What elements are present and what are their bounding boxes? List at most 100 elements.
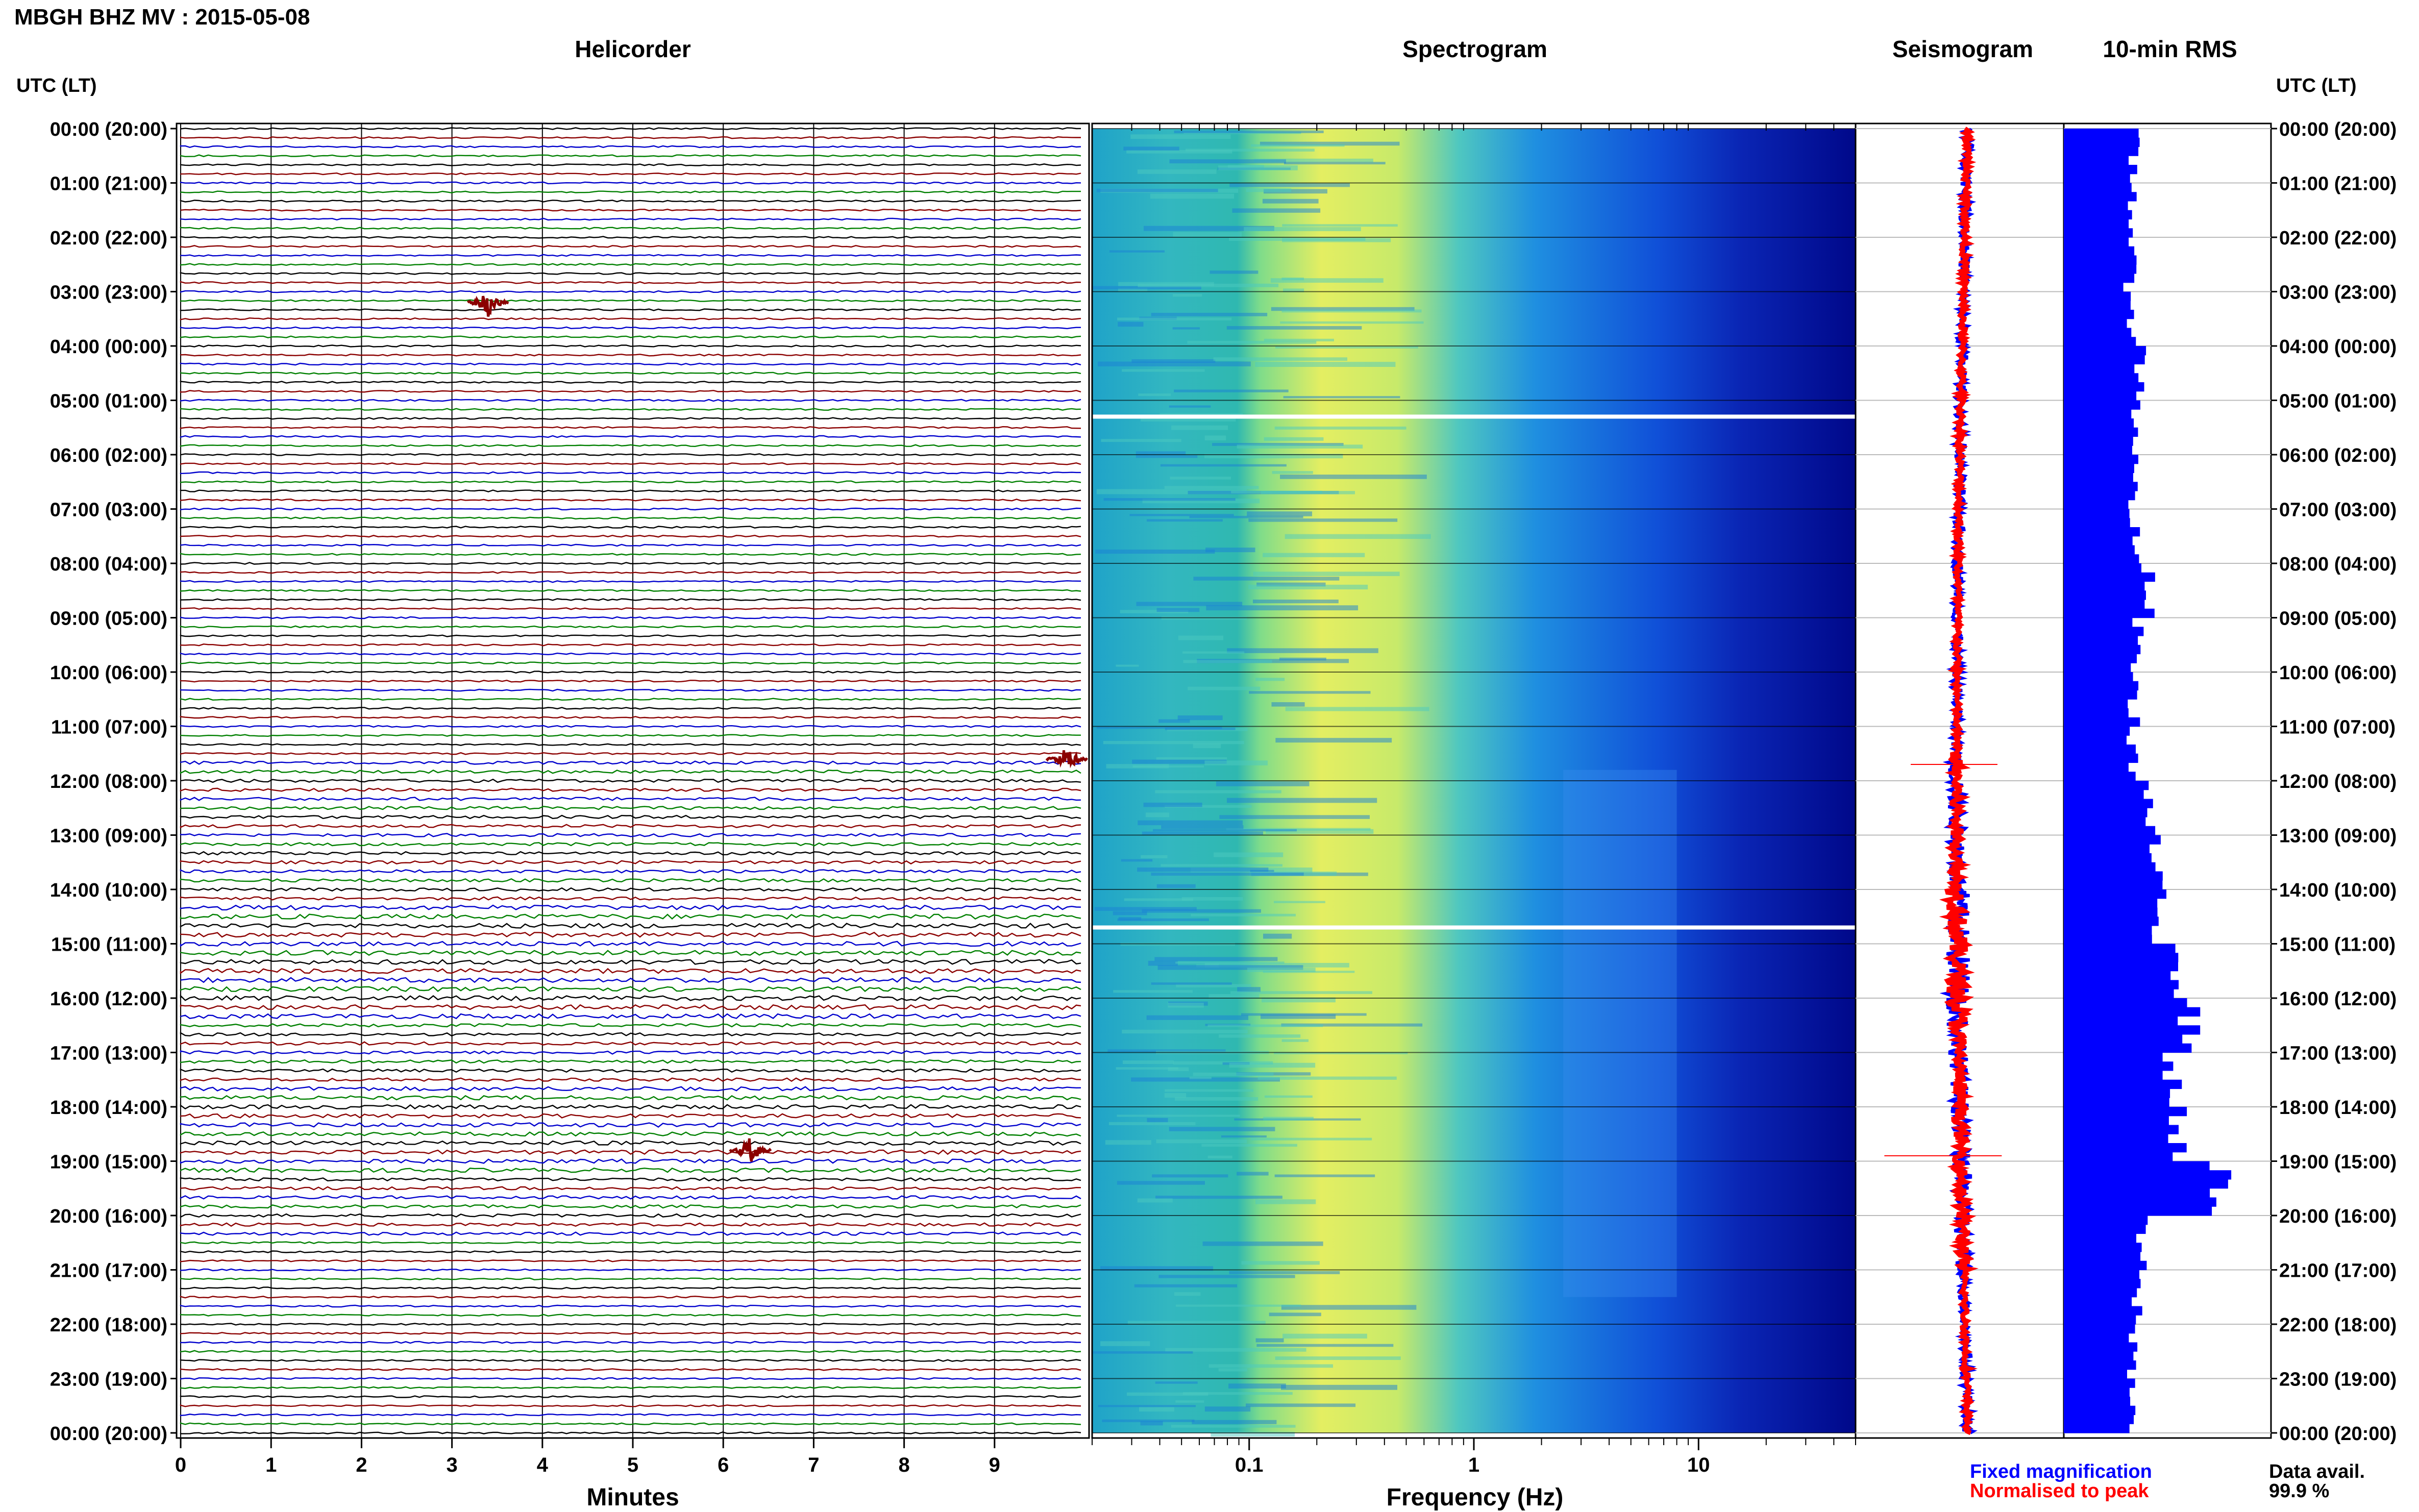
rms-bar [2064,1369,2127,1379]
spectrogram-texture [1274,1174,1375,1177]
helicorder-trace [180,598,1081,601]
spectrogram-texture [1095,549,1215,554]
spectrogram-texture [1221,1135,1267,1138]
helicorder-trace [180,940,1081,947]
spectrogram-texture [1263,1117,1314,1121]
spectrogram-texture [1151,313,1268,316]
spectrogram-texture [1260,1014,1336,1019]
spectrogram-texture [1197,659,1349,663]
rms-bar [2064,1170,2232,1180]
time-label-right: 05:00 (01:00) [2279,391,2397,412]
spectrogram-texture [1202,1241,1323,1246]
helicorder-event [466,295,509,317]
helicorder-trace [180,1095,1081,1101]
rms-title: 10-min RMS [2103,36,2237,62]
rms-bar [2064,1052,2163,1062]
helicorder-x-tick-label: 2 [356,1454,367,1476]
rms-bar [2064,1333,2129,1343]
spectrogram-texture [1120,610,1189,613]
helicorder-trace [180,154,1081,158]
rms-bar [2064,1288,2137,1298]
helicorder-trace [180,1350,1081,1353]
helicorder-trace [180,833,1081,837]
spectrogram-texture [1129,514,1234,516]
spectrogram-gap [1092,925,1856,930]
spectrogram-texture [1156,608,1200,612]
time-label-left: 16:00 (12:00) [50,988,167,1010]
rms-bar [2064,826,2156,836]
spectrogram-texture [1272,471,1313,474]
spectrogram-texture [1138,820,1243,826]
rms-bar [2064,1143,2187,1153]
spectrogram-texture [1193,743,1221,749]
spectrogram-texture [1117,918,1209,922]
rms-bar [2064,1197,2216,1207]
rms-bar [2064,717,2140,727]
helicorder-trace [180,1086,1081,1092]
spectrogram-texture [1131,359,1216,363]
spectrogram-texture [1182,651,1245,654]
rms-bar [2064,137,2140,147]
rms-bar [2064,318,2127,329]
helicorder-trace [180,1304,1081,1308]
spectrogram-texture [1176,1304,1301,1307]
helicorder-trace [180,299,1081,303]
helicorder-trace [180,1313,1081,1317]
helicorder-trace [180,1222,1081,1227]
spectrogram-texture [1132,759,1227,764]
spectrogram-texture [1229,1271,1340,1274]
spectrogram-texture [1160,464,1287,467]
spectrogram-texture [1261,491,1355,494]
spectrogram-texture [1264,1095,1313,1098]
spectrogram-texture [1263,933,1292,939]
spectrogram-texture [1171,425,1228,430]
rms-bar [2064,1071,2163,1080]
helicorder-trace [180,227,1081,230]
seismogram-title: Seismogram [1892,36,2033,62]
rms-bar [2064,1206,2212,1216]
helicorder-trace [180,553,1081,556]
helicorder-trace [180,516,1081,520]
rms-bar [2064,482,2138,491]
rms-bar [2064,210,2132,220]
spectrogram-texture [1244,227,1361,231]
rms-bar [2064,1107,2187,1117]
rms-bar [2064,726,2130,736]
helicorder-trace [180,1186,1081,1191]
rms-bar [2064,789,2144,800]
rms-bar [2064,1216,2148,1225]
spectrogram-texture [1187,340,1317,344]
helicorder-trace [180,344,1081,348]
rms-bar [2064,1387,2130,1397]
spectrogram-texture [1246,1403,1356,1407]
helicorder-trace [180,1295,1081,1299]
spectrogram-texture [1219,815,1370,819]
rms-bar [2064,1360,2136,1370]
helicorder-title: Helicorder [575,36,691,62]
rms-bar [2064,916,2159,926]
rms-bar [2064,880,2163,890]
spectrogram-texture [1193,1072,1274,1076]
spectrogram-texture [1116,664,1139,667]
helicorder-trace [180,335,1081,339]
helicorder-trace [180,760,1081,765]
spectrogram-texture [1237,444,1363,449]
spectrogram-texture [1229,237,1366,241]
time-label-right: 07:00 (03:00) [2279,500,2397,521]
helicorder-trace [180,244,1081,248]
spectrogram-texture [1171,1425,1296,1428]
spectrogram-gap [1092,414,1856,419]
rms-bar [2064,282,2124,292]
spectrogram-texture [1132,765,1204,768]
spectrogram-texture [1165,1089,1253,1092]
spectrogram-texture [1122,369,1205,372]
spectrogram-texture [1185,148,1315,152]
spectrogram-texture [1142,499,1260,504]
rms-bar [2064,173,2130,184]
rms-bar [2064,1306,2142,1316]
spectrogram-texture [1103,741,1244,745]
rms-bar [2064,563,2141,573]
spectrogram-texture [1218,1368,1247,1372]
time-label-left: 14:00 (10:00) [50,880,167,901]
helicorder-trace [180,688,1081,692]
